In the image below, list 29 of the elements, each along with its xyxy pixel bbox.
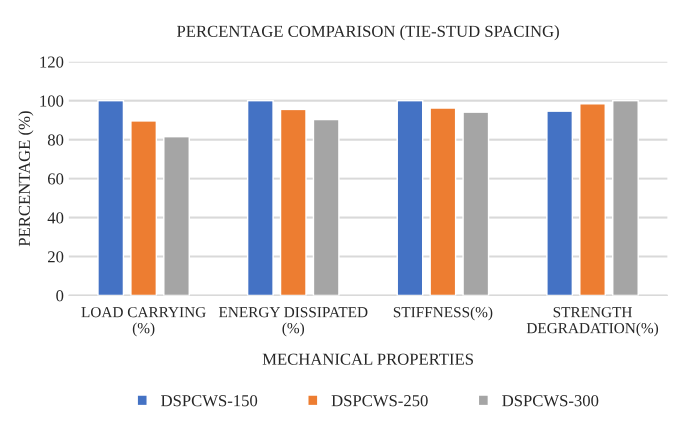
bar <box>163 136 190 296</box>
bar <box>396 100 424 296</box>
chart-title: PERCENTAGE COMPARISON (TIE-STUD SPACING) <box>176 25 559 40</box>
y-axis-title: PERCENTAGE (%) <box>18 111 34 246</box>
bar <box>130 120 158 296</box>
bar <box>97 100 124 296</box>
x-tick-label: LOAD CARRYING (%) <box>81 307 206 336</box>
bar <box>312 118 340 296</box>
x-tick-label: STRENGTH DEGRADATION(%) <box>526 307 658 336</box>
y-tick-label: 60 <box>48 173 64 185</box>
bar <box>612 100 639 296</box>
x-axis-title: MECHANICAL PROPERTIES <box>262 354 473 365</box>
bar <box>429 107 456 296</box>
y-tick-label: 100 <box>40 95 64 107</box>
y-tick-label: 40 <box>48 212 64 224</box>
y-tick-label: 120 <box>40 56 64 68</box>
legend-label: DSPCWS-250 <box>332 395 428 406</box>
x-tick-label: ENERGY DISSIPATED (%) <box>218 307 368 336</box>
y-tick-label: 0 <box>56 290 64 302</box>
x-tick-label: STIFFNESS(%) <box>394 306 492 320</box>
bar <box>462 111 490 296</box>
bar <box>246 100 274 296</box>
bar <box>579 103 606 296</box>
legend-label: DSPCWS-300 <box>502 395 598 406</box>
y-tick-label: 80 <box>48 134 64 146</box>
y-tick-label: 20 <box>48 251 64 262</box>
bar <box>546 110 574 296</box>
bar <box>280 108 307 296</box>
legend-label: DSPCWS-150 <box>161 395 258 406</box>
